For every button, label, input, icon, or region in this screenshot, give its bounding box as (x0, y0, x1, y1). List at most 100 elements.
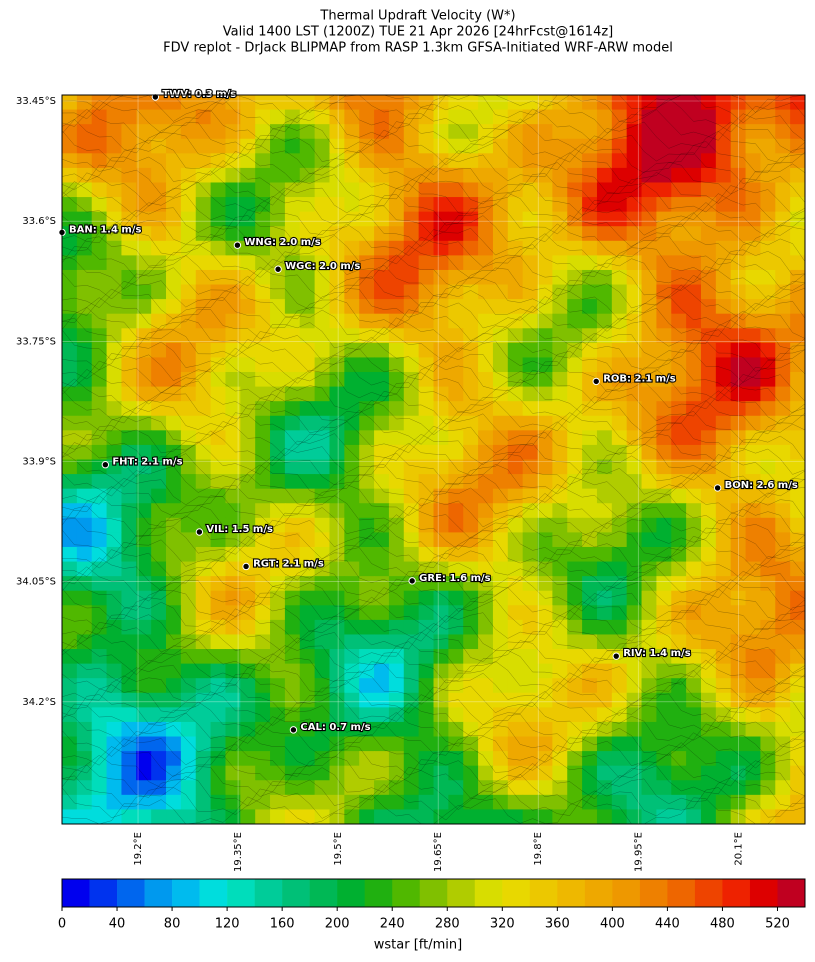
map-cell (492, 751, 509, 767)
map-cell (329, 401, 345, 417)
map-cell (91, 240, 108, 256)
map-cell (507, 109, 524, 125)
map-cell (136, 721, 152, 738)
map-cell (492, 240, 509, 256)
map-cell (195, 619, 212, 635)
map-cell (582, 619, 598, 635)
map-cell (374, 590, 390, 606)
map-cell (790, 372, 806, 388)
map-cell (270, 357, 286, 373)
map-cell (775, 95, 791, 111)
map-cell (225, 634, 241, 650)
map-cell (522, 780, 539, 796)
map-cell (448, 415, 464, 431)
map-cell (478, 269, 494, 286)
map-cell (775, 109, 791, 125)
map-cell (329, 211, 345, 227)
map-cell (700, 721, 717, 738)
map-cell (463, 692, 479, 708)
map-cell (195, 328, 212, 344)
map-cell (775, 197, 791, 213)
map-cell (745, 240, 761, 256)
map-cell (62, 503, 78, 519)
map-cell (240, 124, 256, 140)
map-cell (700, 605, 717, 621)
map-cell (166, 780, 182, 796)
map-cell (374, 561, 390, 577)
map-cell (403, 619, 420, 635)
map-cell (686, 780, 702, 796)
map-cell (626, 736, 643, 752)
map-cell (671, 794, 687, 810)
map-cell (314, 372, 330, 388)
map-cell (715, 707, 732, 723)
map-cell (641, 663, 657, 679)
contour (61, 545, 806, 581)
map-cell (359, 503, 375, 519)
map-cell (745, 255, 761, 271)
map-cell (656, 167, 672, 183)
title-line: Thermal Updraft Velocity (W*) (319, 9, 515, 24)
map-cell (62, 590, 78, 606)
map-cell (270, 765, 286, 781)
map-cell (151, 167, 167, 183)
map-cell (700, 488, 717, 504)
map-cell (299, 619, 316, 635)
map-cell (180, 678, 197, 694)
map-cell (240, 444, 256, 460)
map-cell (552, 415, 568, 431)
map-cell (448, 707, 464, 723)
map-cell (433, 269, 449, 286)
map-cell (715, 517, 732, 533)
map-cell (641, 721, 657, 738)
map-cell (745, 153, 761, 169)
map-cell (166, 663, 182, 679)
y-tick-label: 33.9°S (22, 457, 56, 468)
map-cell (136, 240, 152, 256)
map-cell (790, 401, 806, 417)
map-cell (507, 372, 524, 388)
map-cell (433, 721, 449, 738)
map-cell (210, 167, 226, 183)
map-cell (225, 576, 241, 592)
map-cell (403, 124, 420, 140)
map-cell (478, 459, 494, 475)
map-cell (270, 226, 286, 242)
map-cell (715, 386, 732, 402)
map-cell (359, 721, 375, 738)
contour (61, 378, 806, 415)
map-cell (745, 503, 761, 519)
map-cell (329, 372, 345, 388)
map-cell (507, 721, 524, 738)
map-cell (715, 459, 732, 475)
map-cell (299, 532, 316, 548)
map-cell (270, 459, 286, 475)
map-cell (656, 269, 672, 286)
colorbar-label: wstar [ft/min] (374, 938, 462, 953)
map-cell (686, 751, 702, 767)
map-cell (299, 167, 316, 183)
map-cell (507, 809, 524, 825)
map-cell (715, 269, 732, 286)
map-cell (62, 474, 78, 490)
map-cell (359, 153, 375, 169)
map-cell (403, 517, 420, 533)
map-cell (106, 546, 122, 563)
map-cell (671, 444, 687, 460)
map-cell (507, 357, 524, 373)
map-cell (388, 780, 405, 796)
map-cell (210, 182, 226, 198)
map-cell (121, 765, 137, 781)
map-cell (760, 109, 776, 125)
map-cell (240, 751, 256, 767)
map-cell (775, 809, 791, 825)
map-cell (136, 401, 152, 417)
map-cell (522, 532, 539, 548)
map-cell (76, 736, 93, 752)
map-cell (284, 532, 301, 548)
map-cell (715, 765, 732, 781)
map-cell (418, 605, 434, 621)
map-cell (329, 197, 345, 213)
map-cell (775, 138, 791, 154)
map-cell (582, 211, 598, 227)
